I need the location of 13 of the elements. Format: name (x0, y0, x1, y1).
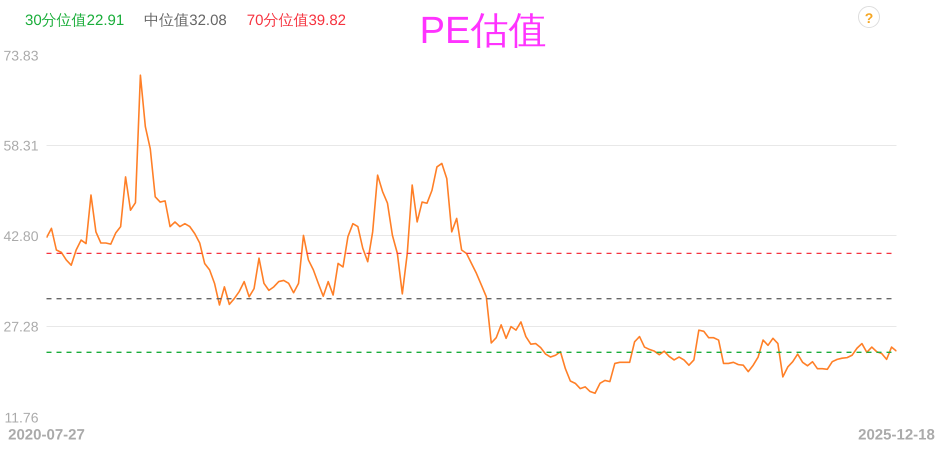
line-series (46, 74, 896, 394)
ref-line-label: 30分位值22.91 (25, 12, 124, 29)
y-tick-label: 11.76 (4, 410, 39, 426)
y-tick-label: 73.83 (3, 48, 39, 64)
y-tick-label: 42.80 (3, 228, 39, 244)
y-tick-label: 58.31 (3, 137, 39, 154)
x-tick-label: 2020-07-27 (8, 426, 85, 444)
ref-line-label: 70分位值39.82 (246, 12, 346, 29)
ref-line-label: 中位值32.08 (144, 12, 227, 29)
y-tick-label: 27.28 (3, 318, 39, 335)
x-tick-label: 2025-12-18 (858, 426, 935, 444)
text: ? (858, 6, 880, 28)
chart-title: PE估值 (420, 10, 546, 52)
